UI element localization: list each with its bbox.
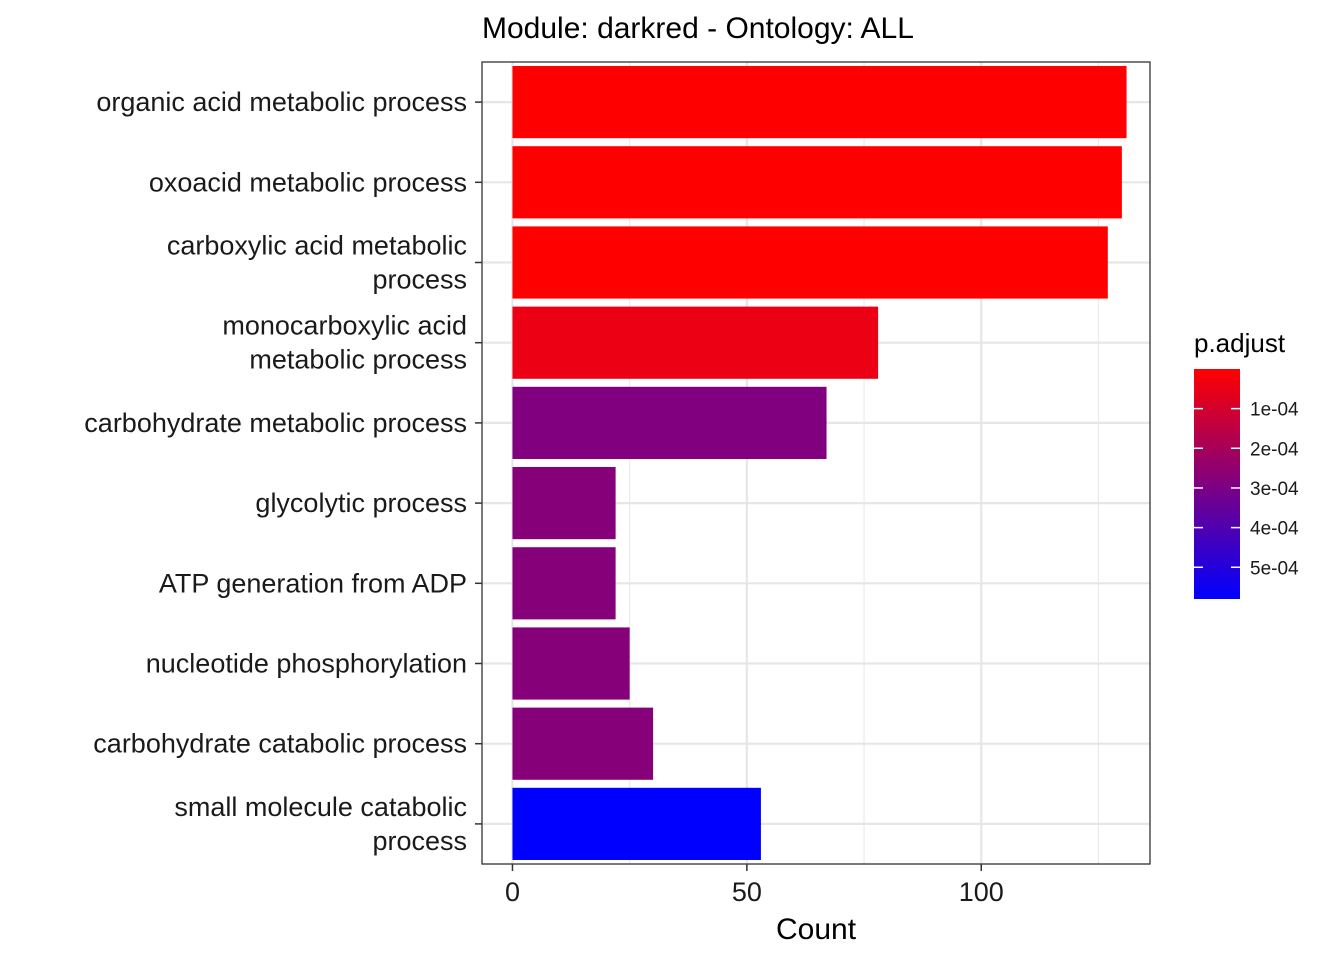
legend-tick-label: 1e-04 (1250, 400, 1299, 421)
legend-tick-label: 4e-04 (1250, 519, 1299, 540)
x-tick-label: 100 (959, 877, 1004, 907)
y-tick-label: nucleotide phosphorylation (146, 649, 467, 679)
bar (512, 386, 827, 459)
y-tick-label: carbohydrate metabolic process (84, 408, 467, 438)
y-axis: organic acid metabolic process oxoacid me… (84, 87, 482, 856)
y-tick-label: monocarboxylic acid (222, 311, 467, 341)
legend: p.adjust 1e-04 2e-04 3e-04 4e-04 5e-04 (1194, 328, 1299, 599)
y-tick-label: oxoacid metabolic process (149, 167, 467, 197)
panel-border (481, 61, 1151, 865)
bars (512, 66, 1127, 860)
y-tick-label: ATP generation from ADP (159, 568, 467, 598)
bar (512, 226, 1108, 299)
legend-tick-label: 3e-04 (1250, 479, 1299, 500)
bar (512, 467, 616, 540)
bar (512, 707, 654, 780)
x-axis: 0 50 100 (505, 864, 1004, 907)
bar (512, 627, 630, 700)
x-axis-label: Count (776, 913, 857, 946)
y-tick-label: carbohydrate catabolic process (93, 729, 467, 759)
x-tick-label: 0 (505, 877, 520, 907)
y-tick-label: glycolytic process (255, 488, 467, 518)
legend-tick-label: 5e-04 (1250, 558, 1299, 579)
bar (512, 547, 616, 620)
legend-title: p.adjust (1194, 328, 1286, 358)
y-tick-label: carboxylic acid metabolic (167, 231, 467, 261)
bar (512, 306, 879, 379)
y-tick-label: organic acid metabolic process (96, 87, 467, 117)
chart-title: Module: darkred - Ontology: ALL (482, 12, 914, 45)
bar (512, 66, 1127, 139)
legend-colorbar (1194, 369, 1240, 599)
y-tick-label: small molecule catabolic (174, 792, 467, 822)
bar (512, 146, 1122, 219)
x-tick-label: 50 (732, 877, 762, 907)
y-tick-label: metabolic process (249, 345, 467, 375)
legend-tick-label: 2e-04 (1250, 439, 1299, 460)
y-tick-label: process (372, 265, 467, 295)
y-tick-label: process (372, 826, 467, 856)
bar (512, 787, 761, 860)
